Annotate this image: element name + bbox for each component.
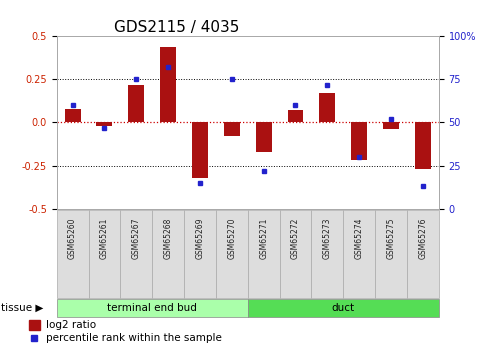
Bar xyxy=(287,110,304,122)
Bar xyxy=(351,122,367,160)
Text: GSM65276: GSM65276 xyxy=(419,217,427,259)
Bar xyxy=(152,210,184,298)
Bar xyxy=(319,93,335,122)
Bar xyxy=(247,299,439,317)
Bar xyxy=(160,47,176,122)
Bar xyxy=(383,122,399,129)
Bar xyxy=(65,109,80,122)
Text: GDS2115 / 4035: GDS2115 / 4035 xyxy=(114,20,240,35)
Bar xyxy=(89,210,120,298)
Bar xyxy=(216,210,247,298)
Text: GSM65275: GSM65275 xyxy=(387,217,395,259)
Text: GSM65271: GSM65271 xyxy=(259,217,268,259)
Bar xyxy=(224,122,240,136)
Text: duct: duct xyxy=(332,303,355,313)
Text: GSM65269: GSM65269 xyxy=(195,217,205,259)
Text: GSM65268: GSM65268 xyxy=(164,217,173,259)
Bar xyxy=(343,210,375,298)
Bar xyxy=(407,210,439,298)
Text: tissue ▶: tissue ▶ xyxy=(1,303,44,313)
Bar xyxy=(184,210,216,298)
Text: GSM65267: GSM65267 xyxy=(132,217,141,259)
Text: GSM65261: GSM65261 xyxy=(100,217,109,259)
Bar xyxy=(375,210,407,298)
Bar xyxy=(120,210,152,298)
Bar xyxy=(247,210,280,298)
Text: GSM65274: GSM65274 xyxy=(354,217,364,259)
Bar xyxy=(97,122,112,126)
Text: percentile rank within the sample: percentile rank within the sample xyxy=(46,333,222,343)
Bar xyxy=(280,210,312,298)
Bar xyxy=(192,122,208,178)
Text: GSM65260: GSM65260 xyxy=(68,217,77,259)
Bar xyxy=(29,321,40,331)
Bar xyxy=(57,299,247,317)
Text: GSM65272: GSM65272 xyxy=(291,217,300,259)
Bar xyxy=(312,210,343,298)
Bar xyxy=(57,210,89,298)
Bar xyxy=(256,122,272,152)
Bar xyxy=(415,122,431,169)
Text: GSM65270: GSM65270 xyxy=(227,217,236,259)
Text: terminal end bud: terminal end bud xyxy=(107,303,197,313)
Text: GSM65273: GSM65273 xyxy=(323,217,332,259)
Text: log2 ratio: log2 ratio xyxy=(46,321,96,331)
Bar xyxy=(128,85,144,122)
